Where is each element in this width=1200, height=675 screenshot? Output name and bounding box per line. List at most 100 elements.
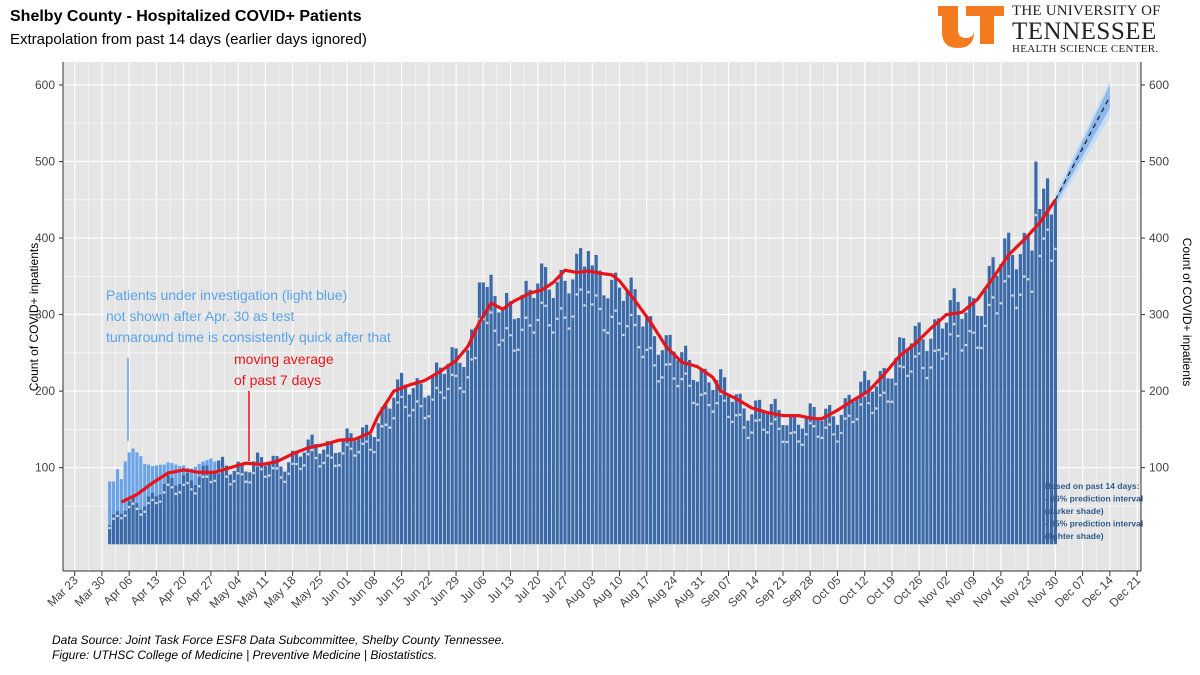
confirmed-bar: [228, 474, 232, 545]
confirmed-bar: [843, 398, 847, 545]
bar-marker: [898, 364, 902, 368]
ma-annotation-line: moving average: [234, 351, 334, 367]
confirmed-bar: [473, 327, 478, 545]
confirmed-bar: [450, 347, 454, 545]
bar-marker: [194, 492, 197, 495]
bar-marker: [1011, 294, 1014, 297]
y-tick-label-left: 100: [35, 461, 55, 475]
confirmed-bar: [793, 414, 797, 545]
confirmed-bar: [866, 380, 871, 545]
y-tick-label-right: 600: [1149, 78, 1169, 92]
confirmed-bar: [524, 280, 528, 545]
bar-marker: [423, 416, 427, 420]
confirmed-bar: [909, 343, 913, 545]
pui-bar: [111, 481, 116, 545]
bar-marker: [960, 349, 964, 352]
bar-marker: [190, 487, 193, 491]
confirmed-bar: [403, 384, 408, 545]
confirmed-bar: [785, 425, 789, 545]
bar-marker: [555, 317, 559, 321]
bar-marker: [151, 498, 154, 502]
confirmed-bar: [726, 396, 731, 545]
x-tick-label: Jun 01: [318, 573, 354, 609]
confirmed-bar: [252, 461, 256, 545]
confirmed-bar: [602, 295, 606, 545]
confirmed-bar: [232, 470, 236, 545]
bar-marker: [131, 502, 135, 505]
bar-marker: [178, 491, 182, 494]
bar-marker: [182, 483, 185, 487]
bar-marker: [785, 440, 789, 444]
confirmed-bar: [1003, 238, 1007, 545]
bar-marker: [318, 465, 322, 468]
pui-annotation-line: Patients under investigation (light blue…: [106, 287, 347, 303]
confirmed-bar: [824, 408, 828, 545]
bar-marker: [112, 517, 115, 521]
bar-marker: [633, 323, 637, 327]
bar-marker: [843, 417, 847, 420]
pui-bar: [119, 479, 123, 545]
y-tick-label-right: 400: [1149, 231, 1169, 245]
confirmed-bar: [435, 362, 439, 545]
y-tick-label-left: 200: [35, 384, 55, 398]
bar-marker: [415, 400, 419, 403]
bar-marker: [894, 382, 898, 386]
bar-marker: [668, 362, 672, 366]
bar-marker: [536, 318, 540, 322]
bar-marker: [264, 475, 267, 479]
bar-marker: [116, 514, 119, 518]
confirmed-bar: [684, 345, 688, 545]
bar-marker: [229, 482, 232, 486]
bar-marker: [672, 377, 676, 380]
confirmed-bar: [687, 359, 692, 545]
confirmed-bar: [236, 461, 240, 545]
bar-marker: [781, 440, 785, 444]
x-tick-label: Oct 05: [809, 573, 844, 608]
bar-marker: [984, 324, 987, 328]
confirmed-bar: [193, 485, 197, 545]
confirmed-bar: [575, 253, 579, 545]
confirmed-bar: [606, 298, 610, 545]
bar-marker: [108, 526, 112, 530]
confirmed-bar: [446, 363, 450, 545]
confirmed-bar: [722, 377, 727, 545]
bar-marker: [1042, 237, 1046, 240]
y-tick-label-left: 500: [35, 155, 55, 169]
bar-marker: [392, 416, 396, 420]
confirmed-bar: [150, 492, 155, 545]
bar-marker: [1038, 254, 1042, 258]
confirmed-bar: [427, 395, 431, 545]
bar-marker: [727, 415, 730, 419]
bar-marker: [213, 479, 217, 483]
lines: [120, 96, 1111, 504]
logo-line-1: THE UNIVERSITY OF: [1012, 3, 1161, 19]
confirmed-bar: [407, 394, 411, 545]
bar-marker: [808, 421, 812, 425]
confirmed-bar: [318, 453, 322, 545]
bar-marker: [170, 485, 174, 489]
bar-marker: [458, 386, 462, 390]
confirmed-bar: [384, 405, 388, 545]
bar-marker: [485, 321, 489, 325]
bar-marker: [439, 391, 442, 394]
confirmed-bar: [750, 414, 754, 545]
confirmed-bar: [396, 379, 400, 545]
bar-marker: [742, 426, 746, 429]
bar-marker: [1030, 290, 1034, 293]
confirmed-bar: [567, 293, 571, 545]
confirmed-bar: [555, 282, 559, 545]
bar-marker: [987, 303, 991, 307]
bar-marker: [376, 438, 380, 442]
confirmed-bar: [656, 354, 661, 545]
confirmed-bar: [902, 338, 906, 545]
confirmed-bar: [695, 381, 699, 545]
bar-marker: [513, 349, 516, 352]
confirmed-bar: [267, 464, 271, 545]
confirmed-bar: [551, 297, 555, 545]
x-tick-label: Sep 28: [780, 573, 817, 610]
confirmed-bar: [765, 414, 769, 545]
confirmed-bar: [983, 290, 987, 545]
confirmed-bar: [438, 367, 443, 545]
bar-marker: [1007, 275, 1010, 278]
confirmed-bar: [178, 483, 182, 545]
